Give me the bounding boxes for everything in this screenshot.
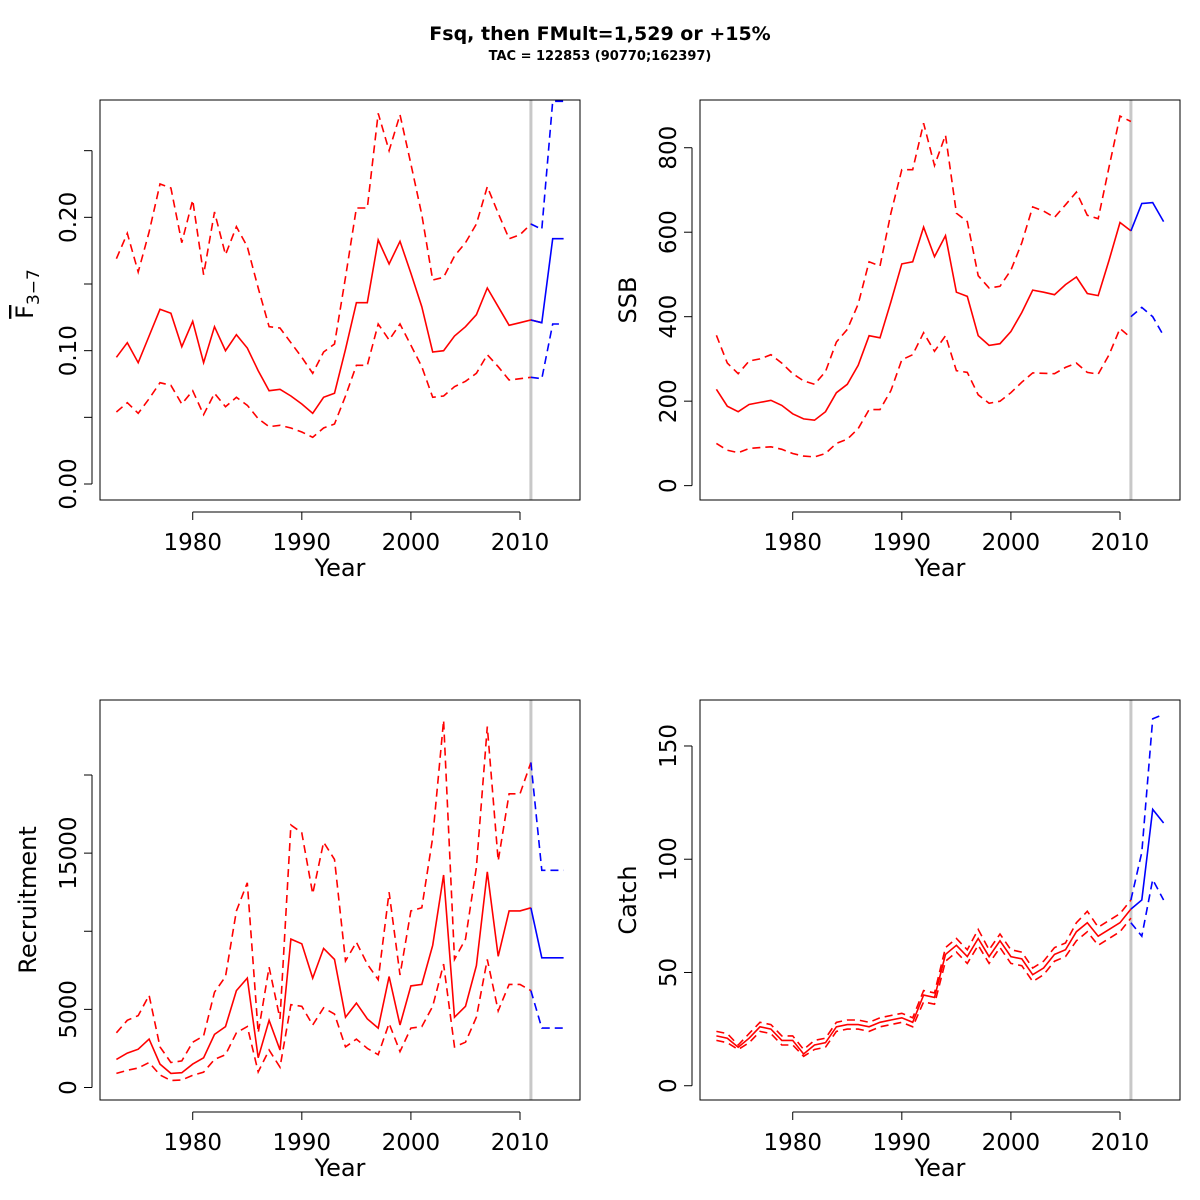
y-axis: 0.00 0.10 0.20 <box>56 150 93 510</box>
y-tick-label: 0 <box>656 1078 682 1093</box>
chart-panels: 1980 1990 2000 2010Year0.000.100.20F3−71980… <box>11 99 1181 1182</box>
y-tick-label: 0.00 <box>56 458 82 509</box>
y-axis-label-main: F <box>11 305 39 319</box>
x-tick-label: 1990 <box>273 530 332 556</box>
history-ci-line-2 <box>116 959 532 1082</box>
plot-frame <box>699 699 1181 1101</box>
y-axis: 0 50 100 150 <box>656 724 693 1093</box>
x-axis-label: Year <box>314 1154 366 1182</box>
ssb-panel: 1980 1990 2000 2010 Year 0 200 400 600 800 SSB <box>614 99 1181 582</box>
forecast-estimate-line-3 <box>1130 807 1165 910</box>
y-tick-label: 100 <box>656 837 682 881</box>
x-tick-label: 1980 <box>163 530 222 556</box>
y-axis-label: F3−7 <box>11 269 44 319</box>
x-axis-label: Year <box>914 554 966 582</box>
forecast-ci-line-4 <box>530 100 564 231</box>
y-axis-label: Catch <box>614 865 642 934</box>
y-tick-label: 150 <box>656 724 682 768</box>
x-axis: 1980 1990 2000 2010 <box>763 511 1150 556</box>
forecast-ci-line-5 <box>530 990 564 1029</box>
x-tick-label: 1980 <box>163 1130 222 1156</box>
x-tick-label: 2000 <box>982 530 1041 556</box>
plot-frame <box>699 99 1181 501</box>
x-tick-label: 1990 <box>273 1130 332 1156</box>
x-tick-label: 2000 <box>382 530 441 556</box>
forecast-ci-line-4 <box>530 762 564 872</box>
recruitment-panel: 1980 1990 2000 2010 Year 0 5000 15000 Recruitmen… <box>14 699 581 1182</box>
y-axis: 0 5000 15000 <box>56 774 93 1095</box>
x-tick-label: 2010 <box>1091 530 1150 556</box>
history-ci-line-2 <box>715 327 1132 458</box>
x-tick-label: 2000 <box>382 1130 441 1156</box>
y-tick-label: 0.20 <box>56 192 82 243</box>
x-tick-label: 2010 <box>491 530 550 556</box>
history-ci-line-2 <box>115 322 532 439</box>
figure-subtitle: TAC = 122853 (90770;162397) <box>489 49 712 64</box>
x-tick-label: 2000 <box>982 1130 1041 1156</box>
x-axis: 1980 1990 2000 2010 <box>763 1111 1150 1156</box>
history-estimate-line-0 <box>115 237 542 415</box>
x-axis: 1980 1990 2000 2010 <box>163 1111 550 1156</box>
history-estimate-line-0 <box>716 908 1132 1056</box>
y-tick-label: 15000 <box>56 817 82 890</box>
x-tick-label: 1990 <box>873 1130 932 1156</box>
x-tick-label: 1990 <box>873 530 932 556</box>
y-tick-label: 0 <box>56 1080 82 1095</box>
y-tick-label: 0.10 <box>56 325 82 376</box>
y-tick-label: 800 <box>656 126 682 170</box>
x-tick-label: 2010 <box>491 1130 550 1156</box>
x-tick-label: 1980 <box>763 1130 822 1156</box>
forecast-estimate-line-3 <box>530 907 564 959</box>
y-tick-label: 400 <box>656 295 682 339</box>
forecast-ci-line-4 <box>1130 306 1165 337</box>
x-axis-label: Year <box>914 1154 966 1182</box>
x-axis: 1980 1990 2000 2010 <box>163 511 550 556</box>
y-tick-label: 0 <box>656 478 682 493</box>
y-axis: 0 200 400 600 800 <box>656 126 693 493</box>
history-ci-line-1 <box>716 899 1132 1051</box>
y-tick-label: 5000 <box>56 980 82 1039</box>
y-tick-label: 600 <box>656 210 682 254</box>
plot-frame <box>99 99 581 501</box>
history-estimate-line-0 <box>115 871 532 1075</box>
y-axis-label: SSB <box>614 277 642 324</box>
forecast-estimate-line-3 <box>530 237 564 324</box>
y-axis-label-subscript: 3−7 <box>24 269 44 305</box>
history-estimate-line-0 <box>715 221 1132 422</box>
forecast-ci-line-5 <box>530 323 564 380</box>
forecast-estimate-line-3 <box>1130 201 1165 232</box>
x-tick-label: 1980 <box>763 530 822 556</box>
y-axis-label: Recruitment <box>14 826 42 973</box>
f-bar-panel: 1980 1990 2000 2010 Year 0.00 0.10 0.20 F3−7 <box>11 99 581 582</box>
forecast-ci-line-4 <box>1130 713 1164 901</box>
history-ci-line-1 <box>715 114 1132 386</box>
figure-title: Fsq, then FMult=1,529 or +15% <box>429 23 770 45</box>
forecast-ci-line-5 <box>1130 877 1165 939</box>
y-tick-label: 50 <box>656 958 682 987</box>
x-axis-label: Year <box>314 554 366 582</box>
history-ci-line-2 <box>716 917 1132 1058</box>
x-tick-label: 2010 <box>1091 1130 1150 1156</box>
catch-panel: 1980 1990 2000 2010 Year 0 50 100 150 Catch <box>614 699 1181 1182</box>
history-ci-line-1 <box>115 111 532 375</box>
y-tick-label: 200 <box>656 379 682 423</box>
history-ci-line-1 <box>115 720 532 1064</box>
plot-frame <box>99 699 581 1101</box>
